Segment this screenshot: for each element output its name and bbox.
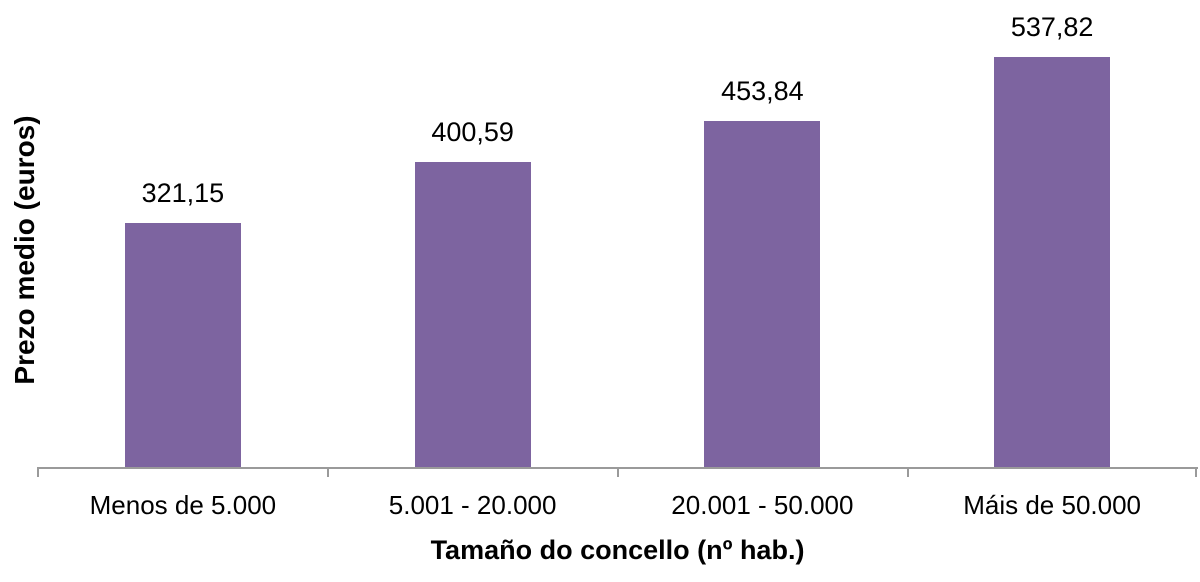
bar-20001-50000: 453,84 (704, 76, 821, 468)
axis-tick (1195, 467, 1197, 477)
bar-mais-de-50000: 537,82 (994, 12, 1111, 468)
axis-tick (617, 467, 619, 477)
data-label: 453,84 (721, 76, 804, 107)
x-axis-labels: Menos de 5.000 5.001 - 20.000 20.001 - 5… (38, 490, 1197, 521)
data-label: 537,82 (1010, 12, 1094, 42)
x-axis-title: Tamaño do concello (nº hab.) (430, 535, 805, 565)
plot-area: 321,15 400,59 453,84 537,82 (38, 0, 1197, 468)
axis-tick (907, 467, 909, 477)
data-label: 400,59 (431, 116, 514, 147)
category-label: Máis de 50.000 (963, 490, 1142, 520)
data-label: 321,15 (141, 177, 225, 208)
category-label: Menos de 5.000 (89, 490, 277, 520)
axis-tick (37, 467, 39, 477)
category-label: 5.001 - 20.000 (388, 490, 557, 520)
bar-group: 537,82 (907, 0, 1197, 468)
bar-group: 453,84 (618, 0, 908, 468)
y-axis-title: Prezo medio (euros) (9, 115, 40, 385)
category-label: 20.001 - 50.000 (671, 490, 854, 520)
bar-group: 400,59 (328, 0, 618, 468)
bar-5001-20000: 400,59 (414, 117, 531, 468)
bar-menos-de-5000: 321,15 (124, 178, 241, 468)
axis-tick (327, 467, 329, 477)
bar-group: 321,15 (38, 0, 328, 468)
